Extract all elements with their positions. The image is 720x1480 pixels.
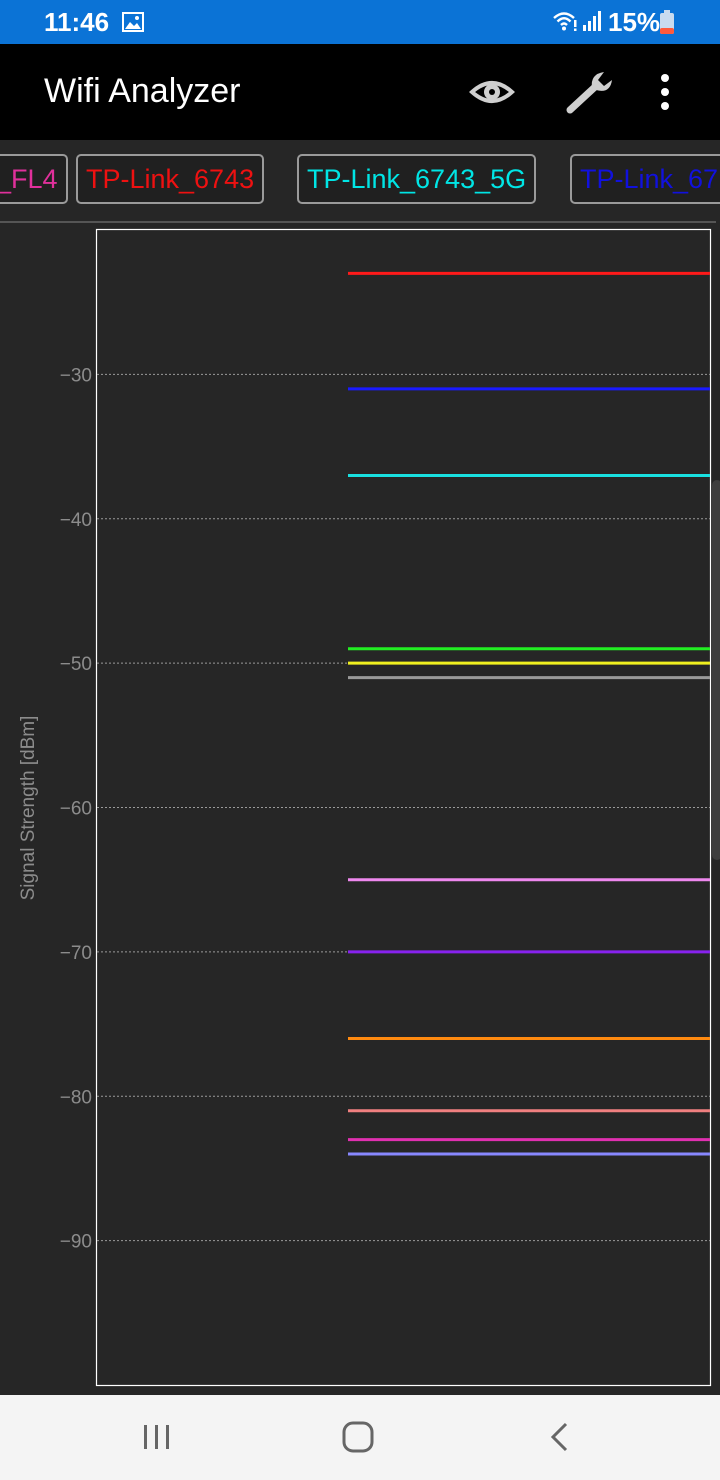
gallery-icon xyxy=(122,12,144,32)
ssid-chip[interactable]: TP-Link_67 xyxy=(570,154,720,204)
navigation-bar xyxy=(0,1395,720,1480)
ssid-chip-label: TP-Link_6743_5G xyxy=(307,164,527,194)
ssid-chip[interactable]: TP-Link_6743_5G xyxy=(297,154,537,204)
ssid-chip[interactable]: _FL4 xyxy=(0,154,68,204)
app-title: Wifi Analyzer xyxy=(44,72,241,110)
status-bar: 11:46 15% xyxy=(0,0,720,44)
y-tick-label: −70 xyxy=(60,943,92,964)
status-time: 11:46 xyxy=(44,7,110,37)
ssid-chip-label: _FL4 xyxy=(0,164,58,194)
home-icon[interactable] xyxy=(340,1419,376,1455)
y-tick-label: −30 xyxy=(60,365,92,386)
signal-icon xyxy=(583,11,601,31)
y-tick-labels: −30 −40 −50 −60 −70 −80 −90 xyxy=(60,365,92,1252)
chart-svg: Signal Strength [dBm] −30 −40 −50 −60 −70 −80… xyxy=(18,228,712,1387)
y-axis-label: Signal Strength [dBm] xyxy=(18,716,39,901)
y-tick-label: −50 xyxy=(60,654,92,675)
wifi-icon xyxy=(553,12,577,31)
recents-icon[interactable] xyxy=(140,1423,174,1451)
more-vert-icon[interactable] xyxy=(648,70,682,116)
ssid-chip-strip[interactable]: _FL4 TP-Link_6743 TP-Link_6743_5G TP-Lin… xyxy=(0,140,720,222)
eye-icon[interactable] xyxy=(466,72,518,112)
scrollbar-thumb[interactable] xyxy=(712,480,720,860)
y-tick-label: −60 xyxy=(60,799,92,820)
ssid-chip-label: TP-Link_6743 xyxy=(86,164,255,194)
ssid-chip[interactable]: TP-Link_6743 xyxy=(76,154,265,204)
plot-area-frame xyxy=(95,228,712,1387)
wrench-icon[interactable] xyxy=(562,66,618,116)
y-tick-label: −80 xyxy=(60,1087,92,1108)
app-bar: Wifi Analyzer xyxy=(0,44,720,140)
y-tick-label: −90 xyxy=(60,1232,92,1253)
signal-strength-chart[interactable]: Signal Strength [dBm] −30 −40 −50 −60 −70 −80… xyxy=(0,223,720,1395)
ssid-chip-label: TP-Link_67 xyxy=(580,164,719,194)
battery-icon xyxy=(660,10,674,34)
back-icon[interactable] xyxy=(546,1421,572,1453)
battery-percentage: 15% xyxy=(608,7,661,37)
series-lines xyxy=(348,271,710,1156)
y-tick-label: −40 xyxy=(60,510,92,531)
chip-divider xyxy=(0,221,716,223)
